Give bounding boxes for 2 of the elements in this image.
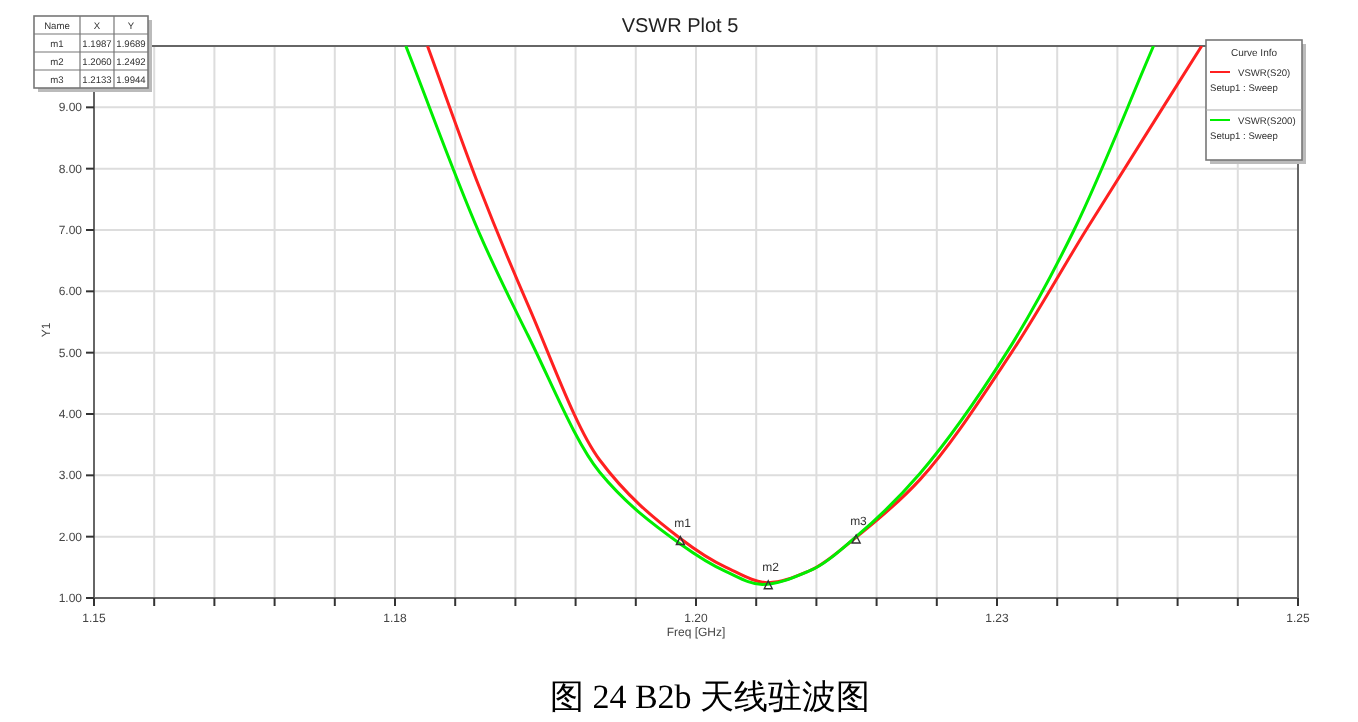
caption: 图 24 B2b 天线驻波图 [549, 678, 871, 716]
chart-title: VSWR Plot 5 [621, 16, 740, 38]
